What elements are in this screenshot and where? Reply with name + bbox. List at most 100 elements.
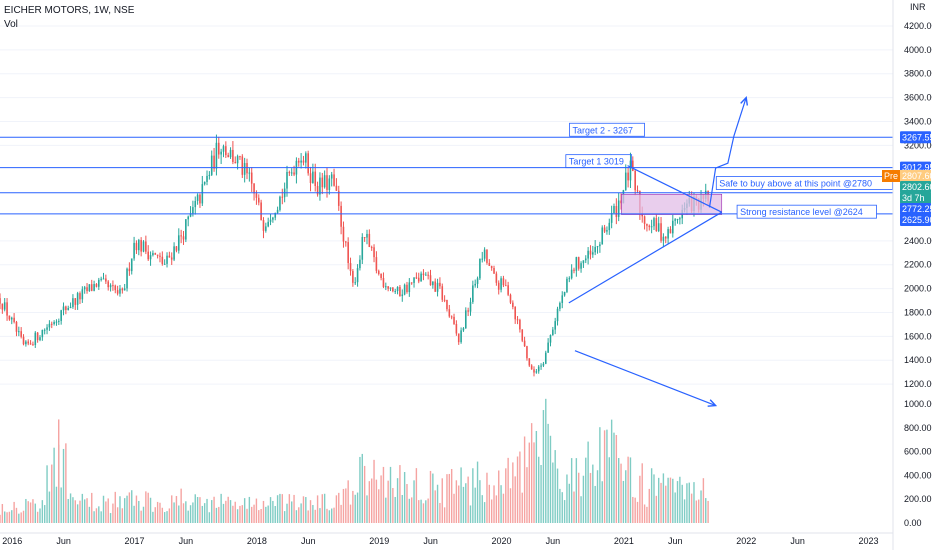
volume-bar [41, 500, 44, 523]
candle-body [533, 369, 535, 373]
candle-body [559, 303, 561, 309]
candle-body [88, 284, 91, 292]
volume-bar [95, 508, 98, 523]
candle-body [672, 220, 674, 234]
volume-bar [323, 493, 326, 523]
volume-bar [476, 461, 479, 523]
volume-bar [55, 486, 58, 523]
candle-body [632, 160, 634, 171]
candle-body [112, 285, 114, 287]
symbol-title[interactable]: EICHER MOTORS, 1W, NSE [4, 5, 135, 16]
volume-bar [178, 505, 180, 523]
volume-bar [326, 508, 328, 523]
candle-body [521, 329, 524, 341]
volume-bar [361, 453, 363, 523]
time-tick-label: Jun [423, 536, 438, 546]
annotation-box [736, 204, 877, 219]
volume-bar [314, 509, 316, 523]
volume-bar [606, 429, 608, 523]
candle-body [366, 233, 368, 238]
volume-bar [58, 419, 60, 523]
time-tick-label: 2017 [125, 536, 145, 546]
annotation-text: Target 2 - 3267 [572, 125, 633, 135]
candle-body [328, 178, 331, 190]
candle-body [549, 335, 552, 343]
volume-bar [399, 465, 401, 523]
volume-bar [589, 472, 592, 523]
volume-bar [681, 484, 683, 523]
candle-body [135, 242, 138, 251]
target2-tag-text: 3267.55 [902, 132, 932, 142]
candle-body [166, 255, 168, 264]
volume-bar [368, 481, 371, 523]
volume-bar [281, 494, 283, 523]
candle-body [408, 282, 411, 293]
candle-body [335, 185, 338, 191]
volume-bar [420, 499, 422, 523]
annotation-label[interactable]: Target 1 3019 [565, 154, 633, 169]
candle-body [20, 331, 22, 337]
volume-bar [145, 491, 147, 523]
volume-bar [469, 505, 472, 523]
candle-body [420, 273, 422, 282]
annotation-box [715, 176, 893, 190]
volume-bar [429, 470, 432, 523]
annotation-label[interactable]: Strong resistance level @2624 [736, 204, 877, 219]
candle-body [196, 194, 199, 201]
candle-body [573, 269, 575, 271]
candle-body [657, 223, 660, 232]
candle-body [121, 288, 124, 291]
volume-bar [545, 398, 547, 523]
candle-body [627, 172, 629, 181]
candle-body [3, 302, 6, 310]
volume-bar [133, 505, 135, 523]
currency-label[interactable]: INR [910, 2, 926, 12]
annotation-label[interactable]: Target 2 - 3267 [569, 122, 645, 137]
volume-bar [655, 495, 658, 523]
candle-body [467, 310, 469, 312]
candle-body [424, 274, 427, 276]
volume-bar [51, 464, 53, 523]
candle-body [589, 250, 592, 255]
volume-bar [521, 492, 523, 523]
volume-bar [345, 488, 347, 523]
candle-body [43, 329, 46, 331]
candle-body [149, 255, 152, 260]
time-tick-label: 2022 [736, 536, 756, 546]
volume-bar [196, 496, 199, 523]
volume-bar [587, 441, 589, 523]
volume-bar [705, 498, 707, 523]
volume-bar [319, 508, 321, 523]
candle-body [396, 286, 399, 292]
candle-body [293, 172, 295, 175]
volume-bar [114, 491, 116, 523]
volume-bar [596, 470, 599, 523]
volume-bar [695, 500, 698, 523]
volume-bar [335, 495, 338, 523]
volume-bar [540, 464, 542, 523]
candle-body [634, 170, 636, 191]
price-tick-label: 3800.00 [904, 69, 932, 79]
volume-bar [11, 510, 13, 523]
volume-bar [554, 450, 556, 523]
volume-bar [352, 490, 354, 523]
candle-body [361, 237, 364, 260]
volume-bar [79, 500, 81, 523]
volume-bar [203, 503, 206, 523]
candle-body [667, 229, 669, 239]
volume-bar [495, 495, 498, 523]
volume-bar [370, 478, 373, 523]
volume-bar [653, 474, 655, 523]
candle-body [316, 185, 319, 195]
volume-bar [528, 442, 531, 523]
volume-bar [646, 506, 648, 523]
volume-bar [669, 477, 672, 523]
volume-bars [0, 398, 709, 523]
candle-body [86, 287, 88, 292]
volume-bar [603, 430, 606, 523]
annotation-label[interactable]: Safe to buy above at this point @2780 [715, 176, 893, 190]
upside-projection-arrow [708, 97, 747, 208]
candle-body [79, 293, 81, 300]
candle-body [187, 216, 189, 220]
